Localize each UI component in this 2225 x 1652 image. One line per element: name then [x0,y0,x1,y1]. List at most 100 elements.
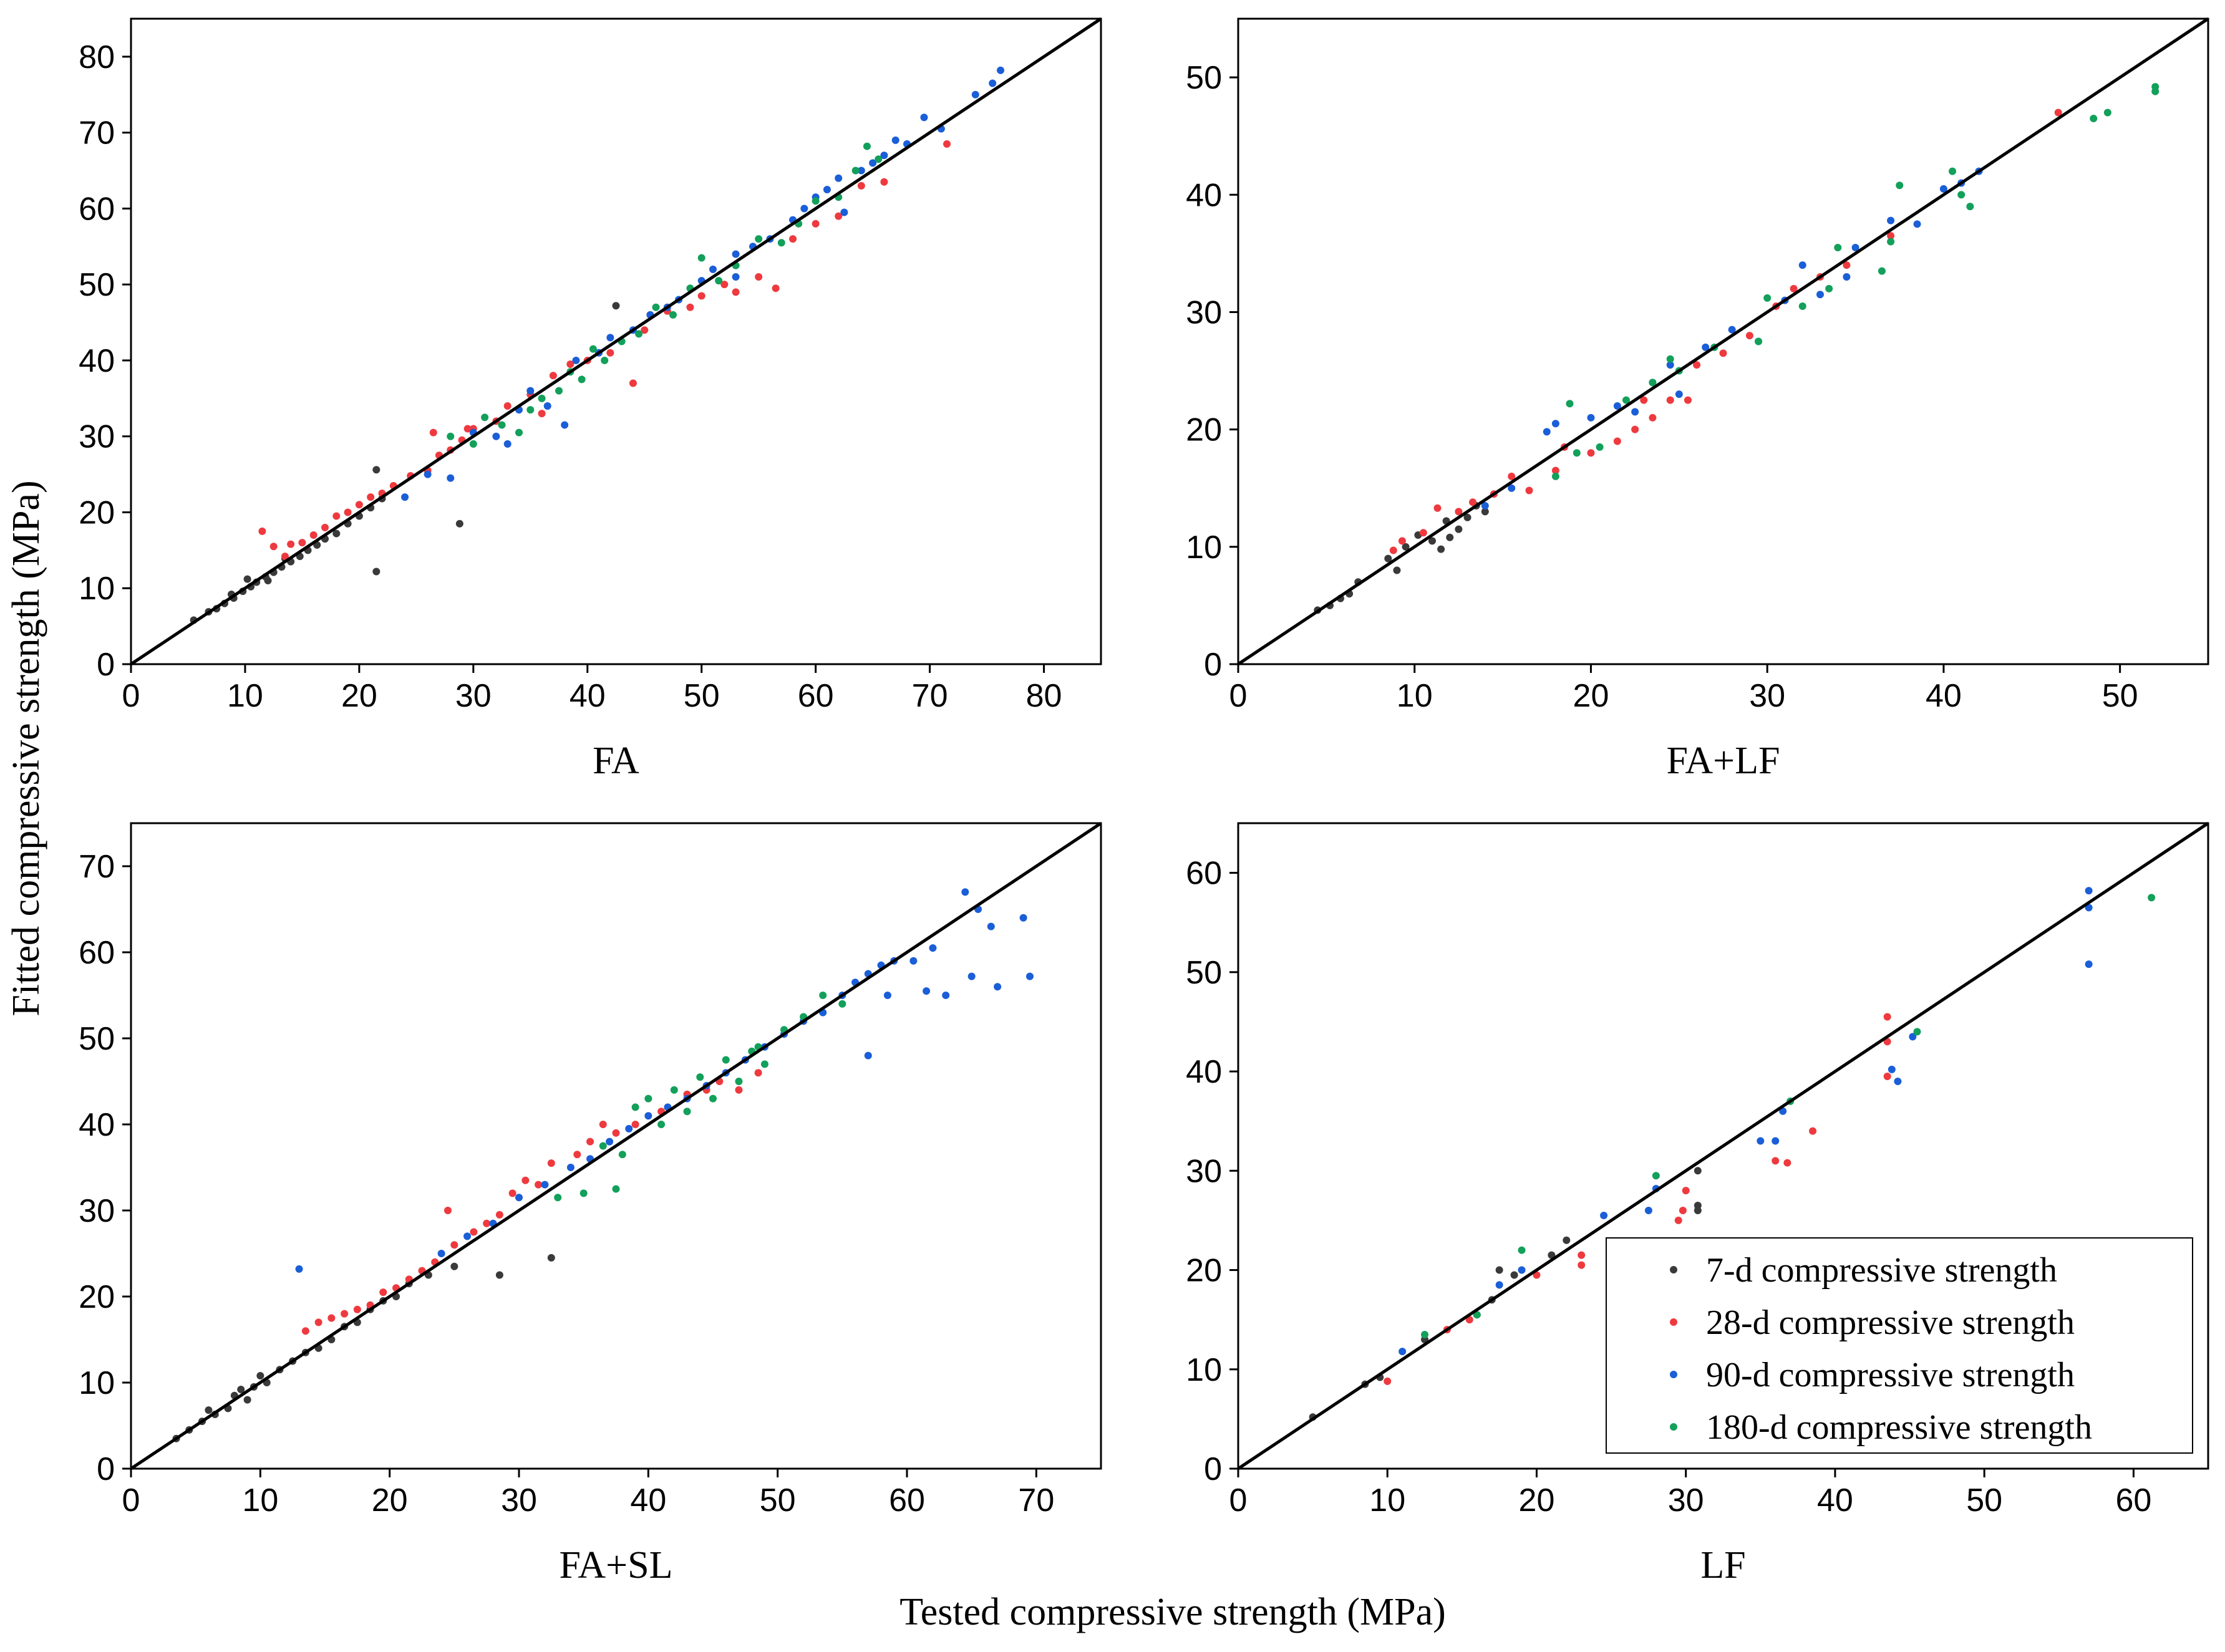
point-28-d [483,1219,491,1227]
x-tick-label: 50 [2102,678,2138,714]
y-tick-label: 10 [79,1365,115,1401]
x-tick-label: 0 [122,678,140,714]
point-28-d [508,1189,516,1197]
point-28-d [1887,232,1895,240]
point-90-d [1851,243,1859,251]
point-180-d [657,1121,666,1128]
point-28-d [314,1318,322,1326]
point-28-d [599,1121,607,1128]
point-7-d [372,466,381,474]
point-90-d [864,1051,872,1060]
point-28-d [1783,1159,1791,1167]
point-180-d [1573,449,1581,457]
point-180-d [1596,443,1604,451]
point-28-d [298,539,306,547]
reference-line-y-equals-x [130,821,1102,1471]
point-180-d [612,1185,620,1193]
y-tick-label: 0 [1204,647,1222,683]
point-28-d [1666,396,1674,404]
point-28-d [327,1314,336,1322]
point-90-d [1613,402,1621,410]
point-7-d [455,519,463,528]
point-180-d [1566,400,1574,408]
point-28-d [1682,1187,1690,1195]
point-7-d [1384,554,1392,563]
point-90-d [823,185,831,193]
point-28-d [332,512,341,520]
point-28-d [606,349,614,357]
y-tick-label: 20 [1186,412,1222,448]
y-tick-label: 40 [1186,1054,1222,1090]
point-28-d [444,1207,452,1214]
point-90-d [561,421,569,429]
point-180-d [1652,1172,1660,1180]
x-tick-label: 50 [760,1482,796,1519]
legend-marker-7d [1670,1266,1677,1273]
point-28-d [341,1310,349,1318]
y-tick-label: 60 [1186,856,1222,892]
point-28-d [1398,537,1406,545]
point-90-d [1551,420,1559,428]
point-28-d [535,1181,543,1189]
point-28-d [1525,486,1533,495]
point-28-d [2054,109,2062,117]
x-tick-label: 50 [1966,1482,2002,1519]
y-tick-label: 50 [79,1021,115,1057]
point-28-d [258,527,266,535]
point-90-d [1675,390,1683,399]
point-7-d [1694,1202,1702,1210]
point-28-d [1693,361,1701,369]
point-180-d [631,1103,639,1111]
point-28-d [1469,498,1477,506]
reference-line-y-equals-x [1237,821,2209,1471]
point-28-d [732,288,740,296]
point-28-d [629,379,637,387]
point-28-d [772,284,780,292]
point-28-d [353,1305,361,1313]
point-180-d [863,142,871,150]
point-90-d [835,174,843,182]
point-90-d [1631,408,1639,416]
point-28-d [857,181,865,190]
point-90-d [401,493,409,501]
point-28-d [812,220,820,228]
plot-frame [1237,822,2209,1470]
point-90-d [1019,914,1027,922]
point-180-d [735,1078,743,1085]
point-90-d [503,440,511,448]
point-28-d [309,531,318,539]
x-tick-label: 0 [122,1482,140,1519]
point-90-d [909,957,918,965]
point-90-d [1481,501,1489,510]
point-28-d [943,140,951,148]
point-180-d [1966,203,1974,211]
point-90-d [840,208,848,216]
point-90-d [1913,220,1921,228]
point-28-d [1613,437,1621,445]
x-tick-label: 50 [684,678,720,714]
point-180-d [683,1108,691,1116]
legend: 7-d compressive strength 28-d compressiv… [1606,1237,2193,1454]
point-90-d [732,250,740,258]
point-90-d [1508,484,1516,492]
point-90-d [1757,1137,1765,1145]
point-90-d [1025,972,1034,980]
point-180-d [755,235,763,243]
point-28-d [367,493,375,501]
point-90-d [989,79,997,87]
point-28-d [1809,1127,1817,1135]
legend-marker-90d [1670,1371,1677,1378]
point-28-d [321,523,329,531]
y-tick-label: 0 [97,647,115,683]
point-90-d [2085,960,2093,968]
point-180-d [469,440,477,448]
point-7-d [450,1262,458,1270]
point-180-d [526,406,535,414]
point-90-d [1399,1348,1407,1356]
point-28-d [1389,546,1397,554]
point-28-d [429,428,437,437]
point-180-d [1878,267,1886,275]
y-tick-label: 40 [79,1107,115,1143]
y-tick-label: 20 [1186,1253,1222,1289]
point-7-d [1437,545,1445,553]
